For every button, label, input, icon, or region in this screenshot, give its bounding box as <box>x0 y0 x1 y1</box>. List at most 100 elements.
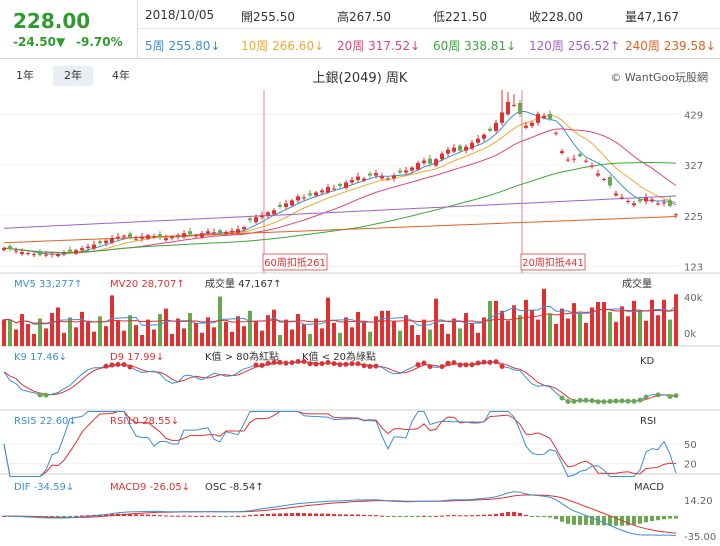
candle-body <box>656 203 660 205</box>
candle-body <box>68 249 72 252</box>
k-low-dot <box>43 392 49 398</box>
osc-bar <box>674 516 678 519</box>
osc-bar <box>548 516 552 518</box>
period-4y-button[interactable]: 4年 <box>112 69 130 82</box>
candle-body <box>524 125 528 128</box>
volume-bar <box>44 328 48 346</box>
osc-bar <box>374 515 378 517</box>
candle-body <box>572 158 576 160</box>
volume-bar <box>674 294 678 346</box>
osc-bar <box>260 514 264 516</box>
volume-bar <box>488 300 492 346</box>
period-1y-button[interactable]: 1年 <box>16 69 34 82</box>
k-low-dot <box>613 398 619 404</box>
volume-bar <box>332 322 336 346</box>
candle-body <box>422 160 426 164</box>
osc-bar <box>278 513 282 516</box>
candle-body <box>308 193 312 196</box>
ohlc-row: 2018/10/05 開255.50 高267.50 低221.50 收228.… <box>145 8 720 26</box>
low-value: 低221.50 <box>433 10 487 24</box>
rsi10-line <box>3 411 677 477</box>
osc-label: OSC -8.54↑ <box>205 482 264 493</box>
k-low-dot <box>673 393 679 399</box>
ma240-line <box>3 216 677 244</box>
rsi-y-tick: 20 <box>684 460 697 471</box>
osc-bar <box>110 513 114 516</box>
osc-bar <box>146 514 150 516</box>
k-high-dot <box>337 362 343 368</box>
k-low-dot <box>607 398 613 404</box>
volume-bar <box>290 329 294 346</box>
k-low-dot <box>619 398 625 404</box>
k-high-dot <box>463 362 469 368</box>
volume-bar <box>644 320 648 346</box>
candle-body <box>98 241 102 244</box>
candle-body <box>500 112 504 123</box>
candle-body <box>80 248 84 251</box>
rsi5-label: RSI5 22.60↓ <box>14 416 77 427</box>
candle-body <box>248 218 252 221</box>
osc-bar <box>452 514 456 516</box>
ma20-line <box>3 128 677 253</box>
k-low-dot <box>577 397 583 403</box>
candle-body <box>32 254 36 256</box>
candle-body <box>20 252 24 255</box>
ma10-line <box>3 114 677 254</box>
close-value: 收228.00 <box>529 10 583 24</box>
k-high-dot <box>265 360 271 366</box>
osc-bar <box>248 515 252 517</box>
osc-bar <box>80 515 84 517</box>
ma60-label: 60周 338.81↓ <box>433 39 517 53</box>
osc-bar <box>458 515 462 517</box>
volume-bar <box>404 315 408 346</box>
candle-body <box>230 230 234 233</box>
volume-bar <box>380 310 384 346</box>
ma5-label: 5周 255.80↓ <box>145 39 221 53</box>
candle-body <box>458 145 462 151</box>
kd-green-dot-rule: K值 < 20為綠點 <box>302 350 376 363</box>
volume-bar <box>8 319 12 346</box>
volume-bar <box>182 328 186 346</box>
candle-body <box>608 177 612 186</box>
volume-bar <box>632 300 636 346</box>
osc-bar <box>644 516 648 523</box>
mv20-label: MV20 28,707↑ <box>110 279 185 290</box>
k-high-dot <box>469 362 475 368</box>
candle-body <box>662 202 666 204</box>
k-high-dot <box>313 361 319 367</box>
k-low-dot <box>583 397 589 403</box>
k-high-dot <box>481 359 487 365</box>
osc-bar <box>608 516 612 526</box>
osc-bar <box>506 511 510 516</box>
candle-body <box>152 236 156 238</box>
volume-bar <box>164 308 168 346</box>
volume-bar <box>572 303 576 346</box>
osc-bar <box>290 513 294 516</box>
volume-bar <box>170 333 174 346</box>
osc-bar <box>128 513 132 516</box>
chart-area: 429 327 225 123 60周扣抵261 20周扣抵441 MV5 33,277↑ M… <box>0 90 720 543</box>
candle-body <box>302 197 306 199</box>
candle-body <box>14 250 18 252</box>
osc-bar <box>86 515 90 517</box>
candle-body <box>86 246 90 249</box>
k-high-dot <box>367 364 373 370</box>
osc-bar <box>272 513 276 516</box>
candle-body <box>326 186 330 193</box>
candle-body <box>158 234 162 238</box>
candle-body <box>140 236 144 239</box>
ma-row: 5周 255.80↓ 10周 266.60↓ 20周 317.52↓ 60周 3… <box>145 37 720 55</box>
period-2y-button[interactable]: 2年 <box>53 66 93 86</box>
osc-bar <box>410 516 414 517</box>
osc-bar <box>182 515 186 517</box>
osc-bar <box>440 515 444 517</box>
candle-body <box>548 113 552 119</box>
k-high-dot <box>253 362 259 368</box>
volume-bar <box>470 322 474 346</box>
volume-bar <box>356 311 360 346</box>
candle-body <box>506 101 510 115</box>
candle-body <box>644 197 648 202</box>
candle-body <box>284 203 288 207</box>
volume-bar <box>518 315 522 346</box>
volume-bar <box>620 306 624 346</box>
